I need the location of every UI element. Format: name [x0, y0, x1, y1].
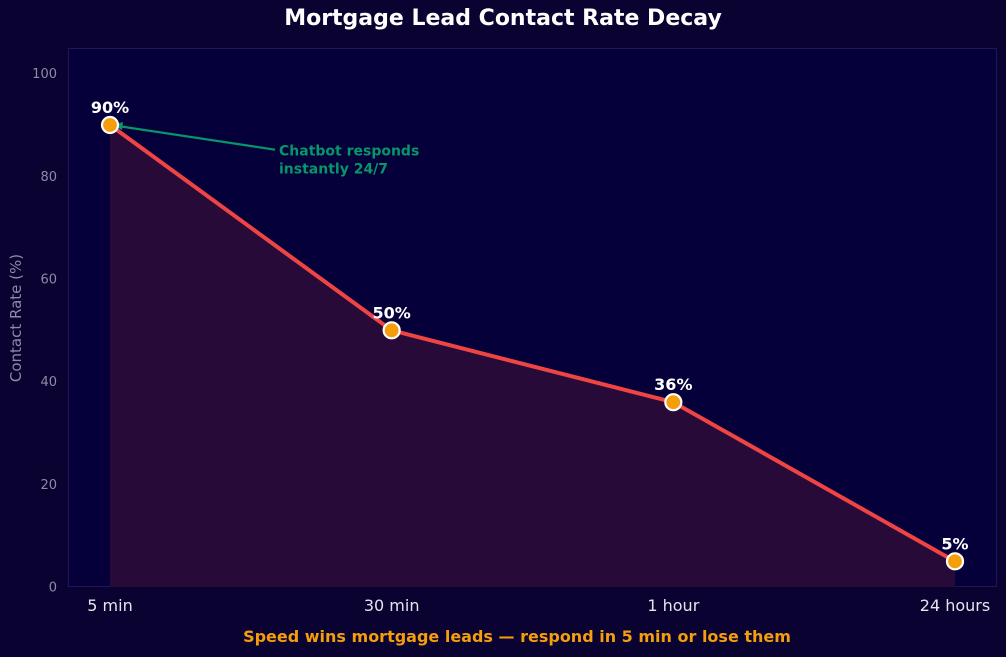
series-line [108, 123, 957, 564]
annotation-arrow [117, 124, 276, 151]
x-tick-label: 1 hour [647, 596, 699, 615]
x-axis-label: Speed wins mortgage leads — respond in 5… [243, 627, 791, 646]
x-tick-label: 5 min [87, 596, 132, 615]
y-tick-label: 40 [40, 375, 57, 390]
data-label: 5% [941, 534, 968, 553]
x-tick-label: 30 min [364, 596, 420, 615]
data-point-marker [945, 552, 965, 571]
annotation-text: Chatbot responds [279, 144, 419, 160]
y-tick-label: 60 [40, 273, 57, 288]
x-tick-label: 24 hours [920, 596, 990, 615]
chart-title: Mortgage Lead Contact Rate Decay [284, 6, 722, 31]
area-fill [110, 125, 955, 587]
y-tick-label: 100 [32, 67, 57, 82]
y-tick-label: 80 [40, 170, 57, 185]
data-point-marker [100, 115, 120, 135]
data-point-marker [664, 393, 683, 412]
data-label: 50% [373, 303, 411, 322]
data-label: 36% [654, 375, 692, 394]
annotation-text: instantly 24/7 [279, 162, 388, 178]
y-tick-label: 20 [40, 478, 57, 493]
y-tick-label: 0 [49, 581, 57, 596]
data-point-marker [382, 321, 401, 340]
data-label: 90% [91, 98, 129, 117]
